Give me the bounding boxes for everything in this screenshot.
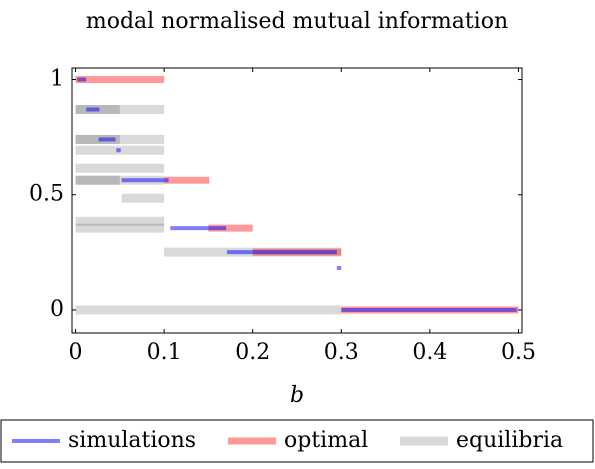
x-axis-label: b	[290, 383, 304, 408]
segment	[77, 77, 87, 82]
y-tick-label: 0.5	[29, 182, 64, 207]
segment	[75, 104, 165, 114]
segment	[75, 134, 120, 144]
segment	[75, 163, 165, 173]
segment	[75, 223, 165, 233]
segment	[98, 137, 116, 142]
legend-label: equilibria	[456, 428, 563, 453]
segment	[75, 216, 165, 226]
segment	[75, 175, 165, 185]
x-tick-label: 0.2	[235, 340, 270, 365]
x-tick-label: 0.4	[412, 340, 447, 365]
segment	[164, 176, 210, 184]
segment	[170, 226, 227, 231]
segment	[121, 178, 169, 183]
segment	[75, 76, 165, 84]
legend-label: optimal	[284, 428, 368, 453]
x-tick-label: 0	[69, 340, 83, 365]
legend-label: simulations	[68, 428, 196, 453]
segment	[75, 175, 120, 185]
segment	[341, 307, 517, 312]
y-tick-label: 0	[50, 297, 64, 322]
segment	[336, 266, 342, 271]
segment	[116, 148, 121, 153]
x-tick-label: 0.3	[324, 340, 359, 365]
x-tick-label: 0.5	[501, 340, 536, 365]
segment	[75, 305, 342, 315]
legend-box	[0, 419, 594, 463]
segment	[208, 224, 253, 232]
segment	[86, 107, 100, 112]
y-tick-label: 1	[50, 67, 64, 92]
chart-title: modal normalised mutual information	[86, 9, 508, 34]
segment	[75, 134, 165, 144]
plot-frame	[71, 67, 523, 334]
x-tick-label: 0.1	[147, 340, 182, 365]
segment	[121, 193, 165, 203]
segment	[227, 250, 337, 255]
